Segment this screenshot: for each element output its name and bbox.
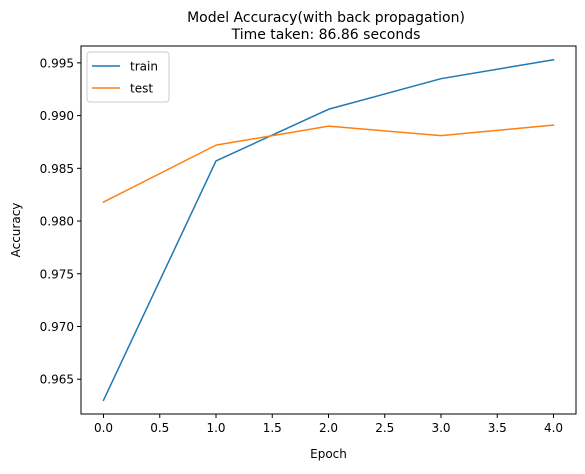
legend-box <box>86 51 170 103</box>
y-tick-label: 0.990 <box>40 109 74 123</box>
x-axis-ticks: 0.0 0.5 1.0 1.5 2.0 2.5 3.0 3.5 4.0 <box>94 414 563 435</box>
y-tick-label: 0.970 <box>40 320 74 334</box>
x-tick-label: 3.5 <box>488 421 507 435</box>
y-axis-label: Accuracy <box>9 203 23 258</box>
x-tick-label: 3.0 <box>431 421 450 435</box>
series-line-test <box>102 124 555 204</box>
x-tick-label: 0.0 <box>94 421 113 435</box>
y-tick-label: 0.975 <box>40 267 74 281</box>
legend-label-test: test <box>130 82 153 96</box>
y-tick-label: 0.995 <box>40 56 74 70</box>
y-tick-label: 0.965 <box>40 373 74 387</box>
y-tick-label: 0.980 <box>40 215 74 229</box>
x-tick-label: 1.5 <box>263 421 282 435</box>
series-line-train <box>102 58 555 402</box>
chart-legend: train test <box>86 51 170 103</box>
x-tick-label: 2.0 <box>319 421 338 435</box>
x-tick-label: 2.5 <box>375 421 394 435</box>
series-lines <box>102 58 555 402</box>
x-axis-label: Epoch <box>310 447 347 461</box>
chart-subtitle: Time taken: 86.86 seconds <box>231 27 421 43</box>
x-tick-label: 1.0 <box>206 421 225 435</box>
x-tick-label: 0.5 <box>150 421 169 435</box>
y-tick-label: 0.985 <box>40 162 74 176</box>
x-tick-label: 4.0 <box>544 421 563 435</box>
y-axis-ticks: 0.965 0.970 0.975 0.980 0.985 0.990 0.995 <box>40 56 81 387</box>
chart-title: Model Accuracy(with back propagation) <box>187 10 465 26</box>
legend-label-train: train <box>130 60 158 74</box>
